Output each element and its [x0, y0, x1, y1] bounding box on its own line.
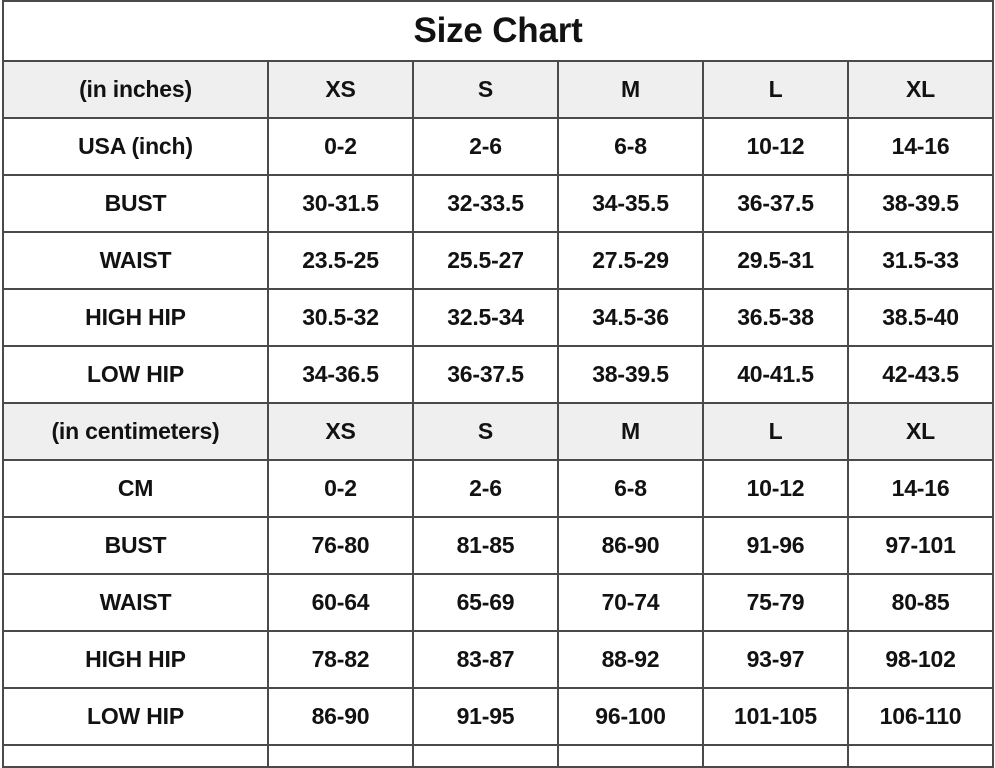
row-label-high-hip-cm: HIGH HIP — [2, 630, 269, 689]
cut-off-cell-xs — [267, 744, 414, 768]
row-label-cm: CM — [2, 459, 269, 518]
table-row: HIGH HIP 30.5-32 32.5-34 34.5-36 36.5-38… — [2, 288, 995, 347]
cell-bust-cm-xs: 76-80 — [267, 516, 414, 575]
cell-bust-cm-m: 86-90 — [557, 516, 704, 575]
table-row: WAIST 23.5-25 25.5-27 27.5-29 29.5-31 31… — [2, 231, 995, 290]
cell-usa-m: 6-8 — [557, 117, 704, 176]
cell-high-hip-cm-l: 93-97 — [702, 630, 849, 689]
cell-usa-l: 10-12 — [702, 117, 849, 176]
cell-usa-xl: 14-16 — [846, 117, 995, 176]
cell-waist-in-m: 27.5-29 — [557, 231, 704, 290]
column-header-m-inches: M — [557, 60, 704, 119]
column-header-s-inches: S — [412, 60, 559, 119]
cell-low-hip-cm-m: 96-100 — [557, 687, 704, 746]
cell-cm-m: 6-8 — [557, 459, 704, 518]
cell-bust-in-s: 32-33.5 — [412, 174, 559, 233]
table-row: HIGH HIP 78-82 83-87 88-92 93-97 98-102 — [2, 630, 995, 689]
cell-low-hip-cm-xl: 106-110 — [846, 687, 995, 746]
row-label-bust-cm: BUST — [2, 516, 269, 575]
cell-high-hip-in-s: 32.5-34 — [412, 288, 559, 347]
cell-low-hip-cm-s: 91-95 — [412, 687, 559, 746]
cut-off-cell-m — [557, 744, 704, 768]
cell-waist-in-l: 29.5-31 — [702, 231, 849, 290]
row-label-waist-inches: WAIST — [2, 231, 269, 290]
cell-low-hip-cm-l: 101-105 — [702, 687, 849, 746]
cell-low-hip-cm-xs: 86-90 — [267, 687, 414, 746]
cell-high-hip-in-xs: 30.5-32 — [267, 288, 414, 347]
table-row: WAIST 60-64 65-69 70-74 75-79 80-85 — [2, 573, 995, 632]
table-row: BUST 30-31.5 32-33.5 34-35.5 36-37.5 38-… — [2, 174, 995, 233]
cell-high-hip-in-l: 36.5-38 — [702, 288, 849, 347]
row-label-low-hip-inches: LOW HIP — [2, 345, 269, 404]
cell-cm-xl: 14-16 — [846, 459, 995, 518]
column-header-m-cm: M — [557, 402, 704, 461]
cell-low-hip-in-xl: 42-43.5 — [846, 345, 995, 404]
cell-high-hip-cm-xs: 78-82 — [267, 630, 414, 689]
cell-bust-cm-xl: 97-101 — [846, 516, 995, 575]
cell-waist-in-xl: 31.5-33 — [846, 231, 995, 290]
cell-bust-cm-l: 91-96 — [702, 516, 849, 575]
cell-cm-s: 2-6 — [412, 459, 559, 518]
cut-off-cell-l — [702, 744, 849, 768]
cell-waist-in-s: 25.5-27 — [412, 231, 559, 290]
cell-bust-in-xs: 30-31.5 — [267, 174, 414, 233]
cell-usa-s: 2-6 — [412, 117, 559, 176]
cut-off-cell-xl — [846, 744, 995, 768]
cell-bust-in-m: 34-35.5 — [557, 174, 704, 233]
cell-bust-in-l: 36-37.5 — [702, 174, 849, 233]
cell-low-hip-in-xs: 34-36.5 — [267, 345, 414, 404]
page-title: Size Chart — [1, 0, 995, 62]
column-header-xs-cm: XS — [267, 402, 414, 461]
column-header-l-cm: L — [702, 402, 849, 461]
cell-high-hip-cm-m: 88-92 — [557, 630, 704, 689]
unit-label-inches: (in inches) — [2, 60, 269, 119]
cell-bust-in-xl: 38-39.5 — [846, 174, 995, 233]
cell-bust-cm-s: 81-85 — [412, 516, 559, 575]
table-row: LOW HIP 86-90 91-95 96-100 101-105 106-1… — [2, 687, 995, 746]
column-header-xl-cm: XL — [846, 402, 995, 461]
cell-waist-cm-s: 65-69 — [412, 573, 559, 632]
table-row: CM 0-2 2-6 6-8 10-12 14-16 — [2, 459, 995, 518]
column-header-xs-inches: XS — [267, 60, 414, 119]
cell-waist-cm-l: 75-79 — [702, 573, 849, 632]
table-row: BUST 76-80 81-85 86-90 91-96 97-101 — [2, 516, 995, 575]
row-label-waist-cm: WAIST — [2, 573, 269, 632]
cell-low-hip-in-s: 36-37.5 — [412, 345, 559, 404]
section-header-centimeters: (in centimeters) XS S M L XL — [2, 402, 995, 461]
cell-usa-xs: 0-2 — [267, 117, 414, 176]
cell-low-hip-in-l: 40-41.5 — [702, 345, 849, 404]
table-row: LOW HIP 34-36.5 36-37.5 38-39.5 40-41.5 … — [2, 345, 995, 404]
cut-off-cell-s — [412, 744, 559, 768]
cell-high-hip-cm-s: 83-87 — [412, 630, 559, 689]
cell-waist-in-xs: 23.5-25 — [267, 231, 414, 290]
unit-label-centimeters: (in centimeters) — [2, 402, 269, 461]
cell-low-hip-in-m: 38-39.5 — [557, 345, 704, 404]
cell-high-hip-in-xl: 38.5-40 — [846, 288, 995, 347]
cell-high-hip-in-m: 34.5-36 — [557, 288, 704, 347]
row-label-high-hip-inches: HIGH HIP — [2, 288, 269, 347]
row-label-bust-inches: BUST — [2, 174, 269, 233]
table-row: USA (inch) 0-2 2-6 6-8 10-12 14-16 — [2, 117, 995, 176]
column-header-l-inches: L — [702, 60, 849, 119]
cell-waist-cm-xl: 80-85 — [846, 573, 995, 632]
column-header-s-cm: S — [412, 402, 559, 461]
cut-off-label-cell — [2, 744, 269, 768]
row-label-low-hip-cm: LOW HIP — [2, 687, 269, 746]
cell-waist-cm-xs: 60-64 — [267, 573, 414, 632]
table-row-cut-off — [2, 744, 995, 768]
cell-cm-xs: 0-2 — [267, 459, 414, 518]
title-row: Size Chart — [1, 0, 995, 62]
column-header-xl-inches: XL — [846, 60, 995, 119]
cell-cm-l: 10-12 — [702, 459, 849, 518]
row-label-usa-inch: USA (inch) — [2, 117, 269, 176]
cell-waist-cm-m: 70-74 — [557, 573, 704, 632]
cell-high-hip-cm-xl: 98-102 — [846, 630, 995, 689]
section-header-inches: (in inches) XS S M L XL — [2, 60, 995, 119]
